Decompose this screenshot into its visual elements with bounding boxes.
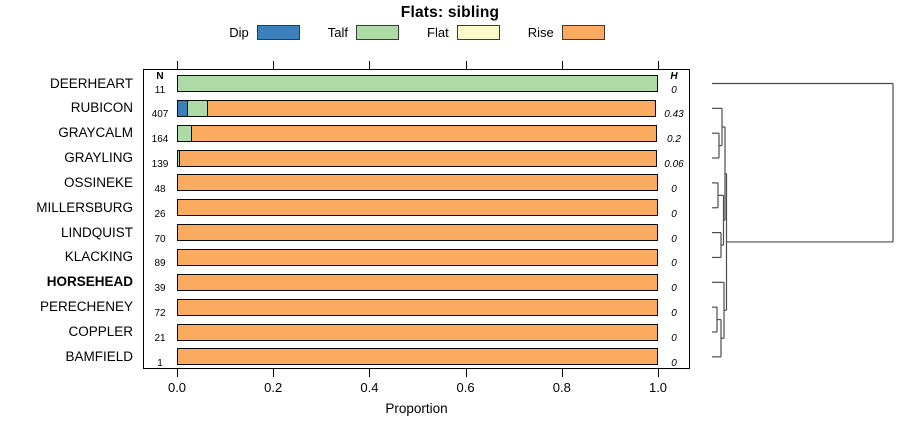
legend-item-rise: Rise [528, 25, 605, 40]
legend-swatch-flat-icon [456, 25, 500, 40]
n-value: 21 [154, 333, 166, 344]
legend: Dip Talf Flat Rise [144, 25, 690, 40]
x-axis-tick-label: 1.0 [648, 380, 668, 395]
h-value: 0 [671, 183, 677, 195]
x-axis-tick-label: 0.0 [167, 380, 187, 395]
h-value: 0 [671, 357, 677, 369]
n-value: 48 [154, 183, 166, 195]
x-axis-tick-bottom [658, 369, 659, 377]
stacked-bar-klacking [177, 248, 658, 266]
n-value: 70 [154, 233, 166, 245]
x-axis-tick-label: 0.2 [264, 380, 283, 395]
h-value: 0.2 [667, 134, 681, 146]
row-label-bamfield: BAMFIELD [65, 348, 133, 364]
row-label-horsehead: HORSEHEAD [46, 274, 133, 290]
row-label-lindquist: LINDQUIST [60, 224, 133, 240]
n-value: 1 [157, 357, 163, 369]
n-column-header: N [156, 70, 164, 82]
legend-swatch-dip-icon [256, 25, 300, 40]
stacked-bar-deerheart [177, 75, 658, 92]
x-axis-tick-bottom [465, 369, 467, 377]
h-value: 0 [671, 84, 677, 96]
bar-segment-rise [207, 99, 656, 117]
h-value: 0 [671, 308, 677, 320]
x-axis-tick-top [465, 61, 467, 69]
n-value: 39 [154, 283, 166, 295]
legend-item-dip: Dip [229, 25, 300, 40]
x-axis-tick-top [177, 61, 178, 69]
stacked-bar-horsehead [177, 273, 658, 291]
x-axis-tick-top [273, 61, 275, 69]
stacked-bar-perecheney [177, 298, 658, 316]
x-axis-tick-bottom [273, 369, 275, 377]
bar-segment-rise [177, 323, 658, 341]
row-label-ossineke: OSSINEKE [63, 174, 133, 190]
x-axis-tick-label: 0.4 [360, 380, 379, 395]
row-label-klacking: KLACKING [64, 249, 133, 265]
n-value: 72 [154, 308, 166, 320]
row-label-coppler: COPPLER [68, 324, 133, 339]
h-value: 0 [671, 333, 677, 344]
legend-swatch-rise-icon [561, 25, 605, 40]
row-label-grayling: GRAYLING [64, 150, 133, 166]
bar-segment-rise [177, 298, 658, 316]
stacked-bar-bamfield [177, 348, 658, 366]
n-value: 139 [151, 159, 169, 171]
bar-segment-rise [177, 248, 658, 266]
h-value: 0 [671, 233, 677, 245]
stacked-bar-lindquist [177, 224, 658, 242]
x-axis-tick-bottom [177, 369, 178, 377]
x-axis-tick-top [561, 61, 563, 69]
h-value: 0.43 [664, 109, 684, 121]
stacked-bar-graycalm [177, 124, 657, 142]
h-value: 0 [671, 283, 677, 295]
h-value: 0 [671, 258, 677, 270]
stacked-bar-coppler [177, 323, 658, 341]
legend-label: Talf [327, 25, 349, 40]
n-value: 26 [154, 208, 166, 220]
bar-segment-rise [177, 224, 658, 242]
x-axis-tick-bottom [369, 369, 371, 377]
bar-segment-rise [191, 124, 657, 142]
stacked-bar-grayling [177, 149, 657, 167]
bar-segment-rise [177, 273, 658, 291]
legend-swatch-talf-icon [356, 25, 400, 40]
bar-segment-rise [177, 199, 658, 217]
stacked-bar-ossineke [177, 174, 658, 192]
x-axis-tick-bottom [561, 369, 563, 377]
stacked-bar-rubicon [177, 99, 656, 117]
n-value: 89 [154, 258, 166, 270]
row-label-rubicon: RUBICON [70, 100, 133, 116]
x-axis-tick-label: 0.6 [456, 380, 475, 395]
legend-item-flat: Flat [427, 25, 500, 40]
bar-segment-rise [177, 348, 658, 366]
n-value: 407 [151, 109, 169, 121]
legend-label: Flat [427, 25, 449, 40]
bar-segment-rise [179, 149, 657, 167]
bar-segment-rise [177, 174, 658, 192]
h-value: 0.06 [664, 159, 684, 171]
x-axis-tick-top [658, 61, 659, 69]
row-label-millersburg: MILLERSBURG [36, 199, 133, 215]
x-axis-tick-top [369, 61, 371, 69]
x-axis-title: Proportion [385, 401, 448, 416]
legend-item-talf: Talf [327, 25, 400, 40]
h-column-header: H [670, 70, 678, 82]
n-value: 164 [151, 134, 169, 146]
h-value: 0 [671, 208, 677, 220]
legend-label: Dip [229, 25, 249, 40]
legend-label: Rise [527, 25, 554, 40]
row-label-deerheart: DEERHEART [49, 75, 133, 91]
chart-title: Flats: sibling [400, 4, 500, 21]
plot-area-border [143, 69, 690, 369]
row-label-perecheney: PERECHENEY [39, 299, 133, 315]
row-label-graycalm: GRAYCALM [58, 125, 133, 141]
n-value: 11 [154, 84, 166, 96]
stacked-bar-millersburg [177, 199, 658, 217]
bar-segment-talf [177, 75, 658, 92]
x-axis-tick-label: 0.8 [552, 380, 571, 395]
